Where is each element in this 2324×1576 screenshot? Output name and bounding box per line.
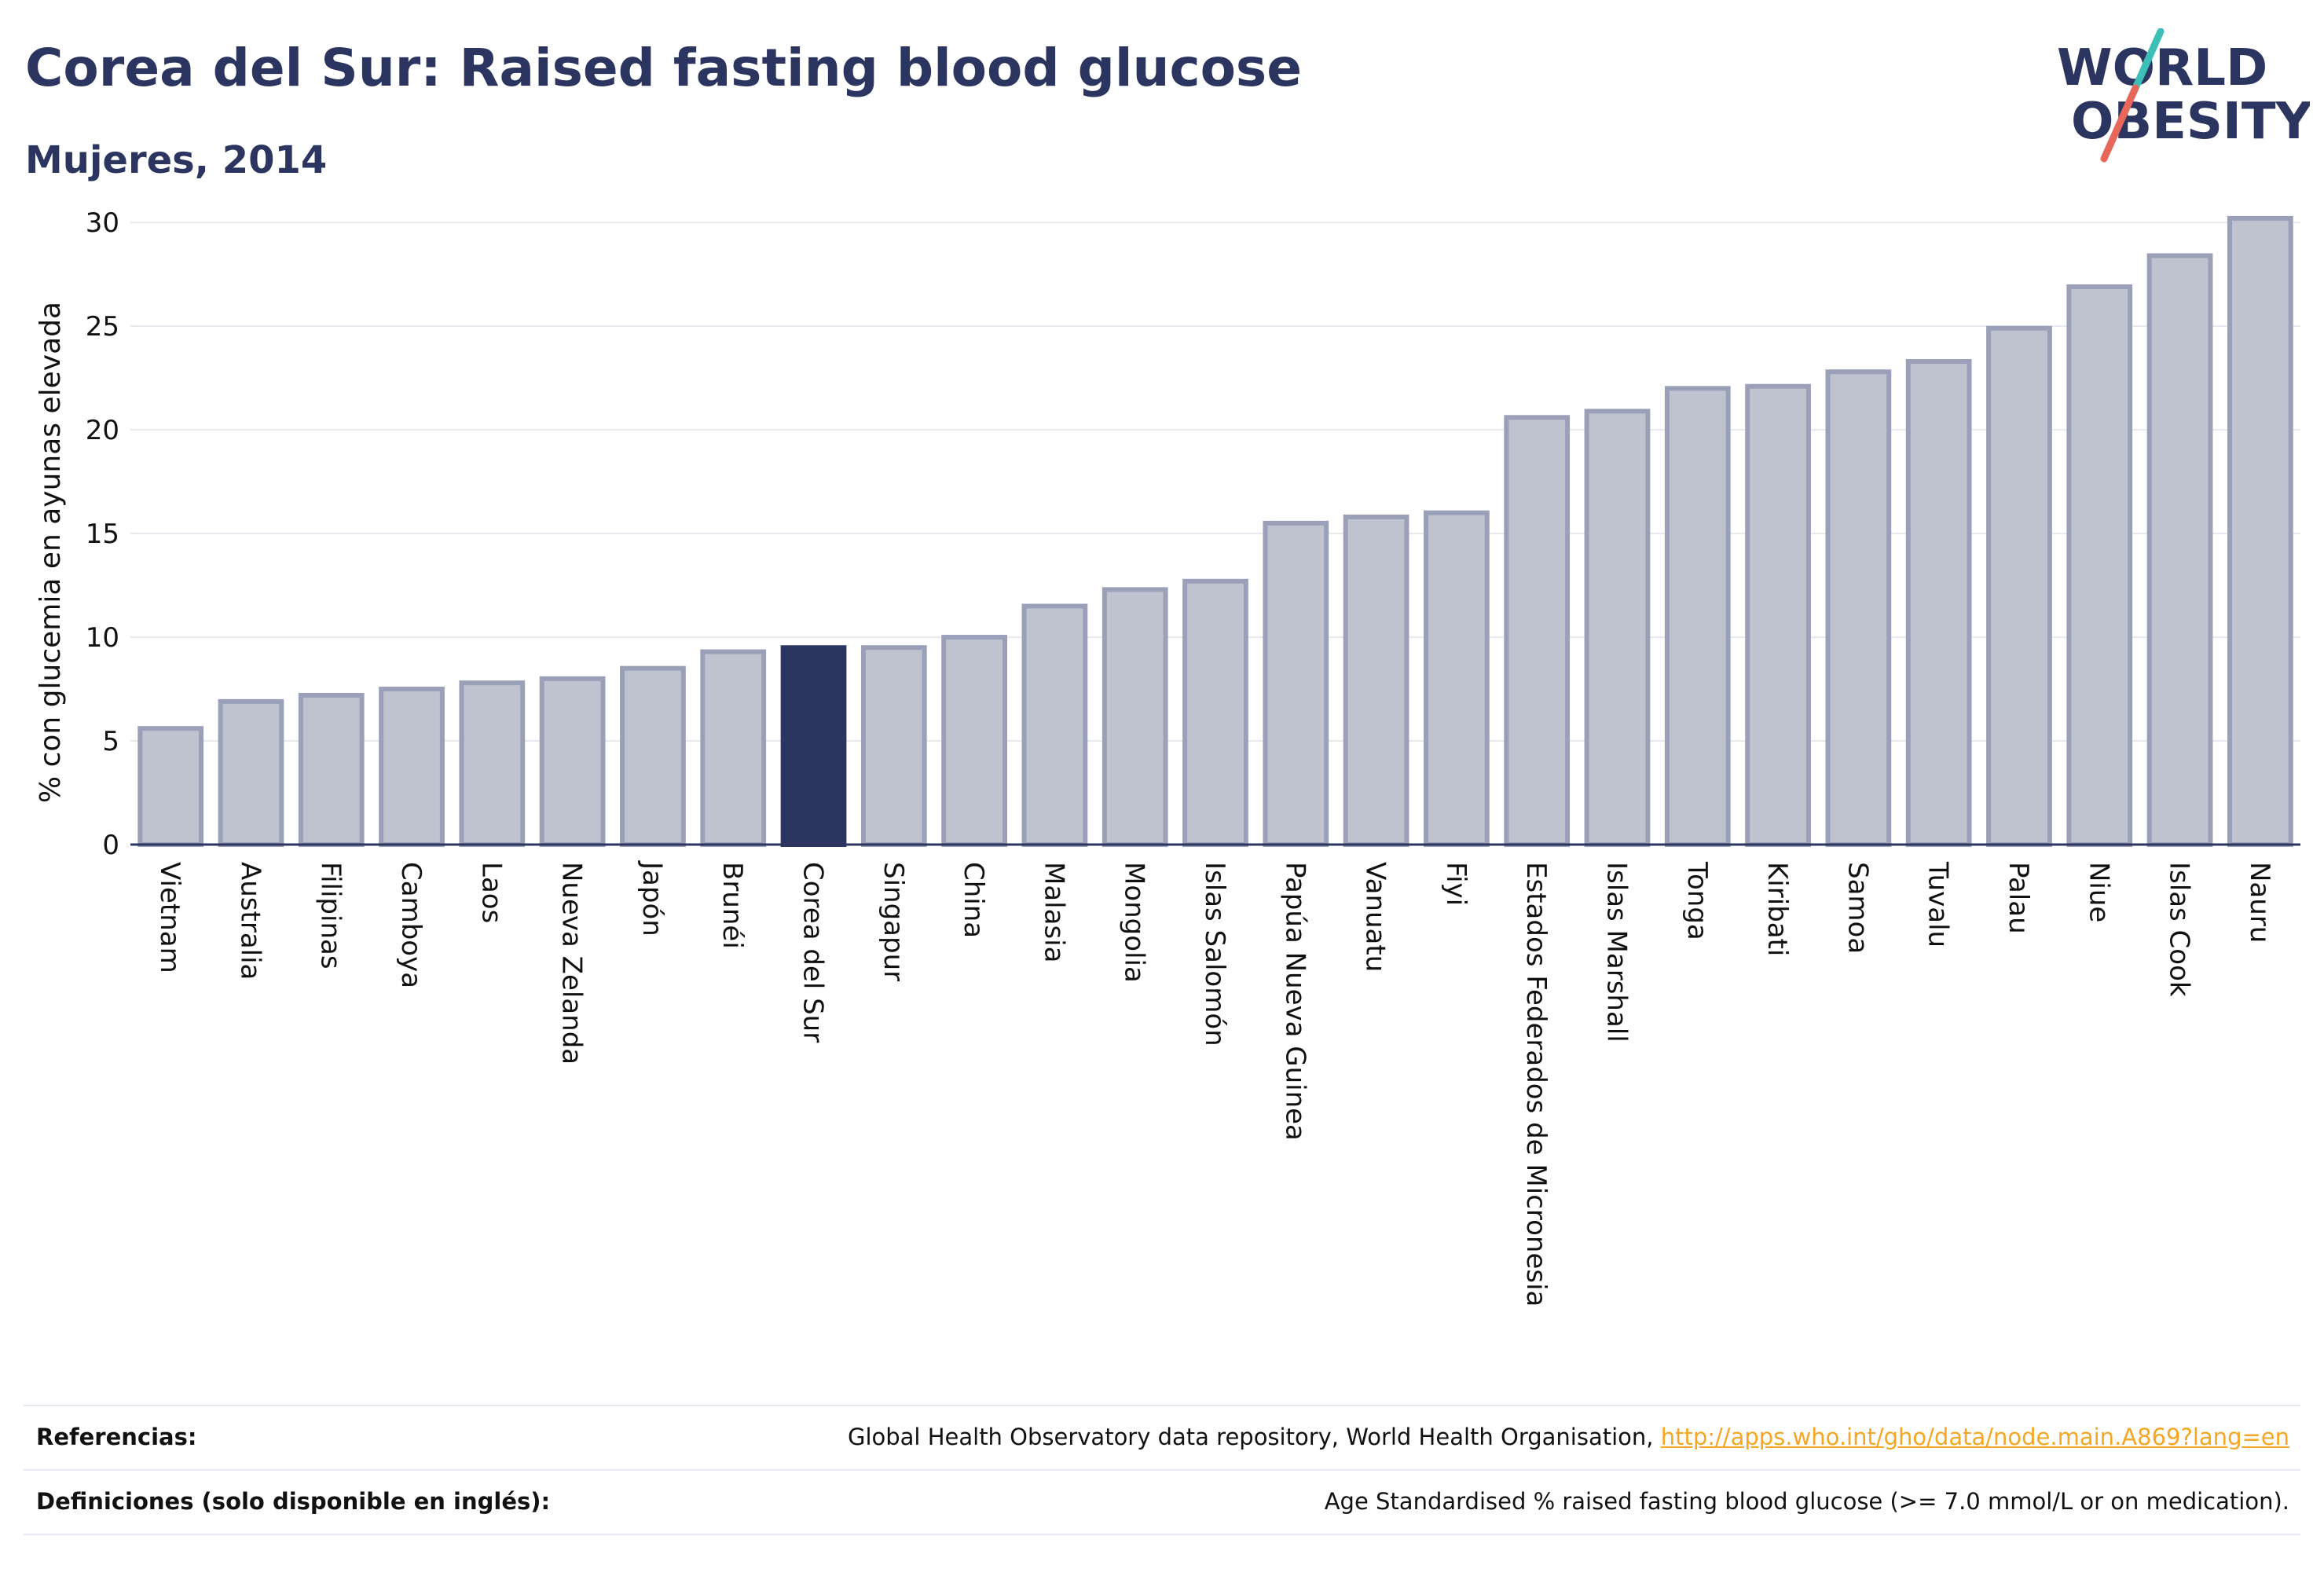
bar-china[interactable]: [944, 637, 1005, 845]
references-row: Referencias: Global Health Observatory d…: [24, 1405, 2300, 1469]
references-label: Referencias:: [36, 1424, 196, 1450]
y-tick-label: 30: [86, 207, 119, 239]
x-tick-label: Fiyi: [1440, 862, 1472, 906]
bar-tuvalu[interactable]: [1908, 361, 1970, 845]
bar-japón[interactable]: [622, 669, 684, 845]
x-tick-label: Kiribati: [1761, 862, 1793, 956]
x-tick-label: Laos: [475, 862, 507, 923]
bar-papúa-nueva-guinea[interactable]: [1265, 523, 1326, 845]
bar-kiribati[interactable]: [1747, 387, 1809, 845]
x-tick-label: Samoa: [1842, 862, 1873, 954]
references-value: Global Health Observatory data repositor…: [848, 1424, 2289, 1450]
bar-mongolia[interactable]: [1105, 589, 1166, 845]
x-tick-label: Malasia: [1038, 862, 1069, 962]
x-tick-label: Vanuatu: [1360, 862, 1391, 972]
bar-singapur[interactable]: [863, 647, 925, 845]
x-tick-label: Estados Federados de Micronesia: [1520, 862, 1552, 1307]
x-tick-label: Camboya: [395, 862, 427, 988]
x-tick-label: Islas Marshall: [1600, 862, 1632, 1043]
y-tick-label: 5: [102, 726, 119, 757]
bar-islas-cook[interactable]: [2150, 255, 2211, 845]
bar-islas-salomón[interactable]: [1185, 581, 1246, 845]
x-tick-label: Tuvalu: [1923, 861, 1954, 947]
x-tick-label: Corea del Sur: [797, 862, 829, 1043]
bar-niue[interactable]: [2069, 287, 2130, 845]
definitions-label: Definiciones (solo disponible en inglés)…: [36, 1488, 550, 1515]
definitions-row: Definiciones (solo disponible en inglés)…: [24, 1469, 2300, 1535]
bar-corea-del-sur[interactable]: [783, 647, 845, 845]
y-tick-label: 0: [102, 830, 119, 861]
y-tick-label: 20: [86, 415, 119, 446]
x-tick-label: Nauru: [2244, 862, 2275, 943]
bar-vietnam[interactable]: [140, 728, 201, 845]
x-tick-label: Tonga: [1681, 861, 1713, 940]
x-tick-label: Filipinas: [315, 862, 346, 969]
x-tick-label: Islas Cook: [2164, 862, 2195, 997]
x-tick-label: Brunéi: [717, 862, 748, 949]
x-axis-tick-labels: Vietnam Australia Filipinas Camboya Laos Nuev…: [154, 860, 2275, 1307]
bar-nauru[interactable]: [2230, 218, 2291, 845]
x-tick-label: Niue: [2083, 862, 2114, 922]
bar-estados-federados-de-micronesia[interactable]: [1506, 417, 1567, 845]
bar-malasia[interactable]: [1025, 606, 1086, 845]
x-tick-label: Palau: [2003, 862, 2034, 934]
x-tick-label: Mongolia: [1119, 862, 1150, 983]
y-axis-ticks: 0 5 10 15 20 25 30: [86, 207, 119, 861]
y-tick-label: 10: [86, 622, 119, 654]
x-tick-label: Islas Salomón: [1199, 862, 1230, 1046]
bar-tonga[interactable]: [1667, 388, 1728, 845]
x-tick-label: Papúa Nueva Guinea: [1279, 862, 1310, 1141]
bar-chart: % con glucemia en ayunas elevada 0 5 10 15 2…: [0, 0, 2324, 1398]
y-tick-label: 25: [86, 311, 119, 343]
bar-palau[interactable]: [1989, 328, 2050, 845]
bar-filipinas[interactable]: [301, 695, 362, 845]
x-tick-label: Singapur: [878, 862, 909, 981]
references-text: Global Health Observatory data repositor…: [848, 1424, 1654, 1450]
bar-brunéi[interactable]: [702, 652, 764, 845]
x-tick-label: Australia: [234, 862, 266, 980]
y-tick-label: 15: [86, 519, 119, 550]
definitions-text: Age Standardised % raised fasting blood …: [1325, 1488, 2289, 1515]
x-tick-label: Vietnam: [154, 862, 185, 973]
x-tick-label: China: [958, 862, 989, 938]
x-tick-label: Japón: [636, 860, 668, 936]
x-tick-label: Nueva Zelanda: [556, 862, 588, 1065]
y-axis-label: % con glucemia en ayunas elevada: [35, 302, 67, 803]
bar-fiyi[interactable]: [1426, 513, 1487, 845]
bar-camboya[interactable]: [381, 689, 442, 845]
bar-laos[interactable]: [461, 683, 522, 845]
bar-nueva-zelanda[interactable]: [542, 679, 603, 845]
references-link[interactable]: http://apps.who.int/gho/data/node.main.A…: [1661, 1424, 2289, 1450]
bar-australia[interactable]: [221, 702, 282, 845]
bar-vanuatu[interactable]: [1346, 517, 1407, 845]
bar-samoa[interactable]: [1827, 372, 1889, 845]
bar-islas-marshall[interactable]: [1587, 411, 1648, 845]
bars: [140, 218, 2290, 845]
